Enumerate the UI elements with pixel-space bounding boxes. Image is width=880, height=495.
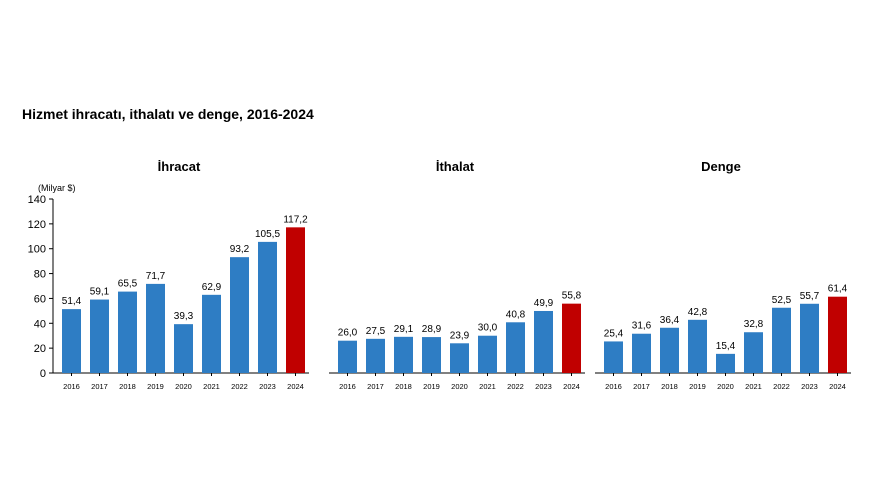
x-tick-label: 2019 [147,382,164,391]
x-tick-label: 2024 [287,382,304,391]
bar [394,336,413,373]
bar [632,333,651,373]
x-tick-label: 2016 [63,382,80,391]
y-tick-label: 40 [34,318,46,330]
x-tick-label: 2023 [259,382,276,391]
data-label: 36,4 [660,315,680,326]
bar [716,353,735,373]
x-tick-label: 2016 [605,382,622,391]
x-tick-label: 2022 [773,382,790,391]
bar [688,319,707,373]
data-label: 55,7 [800,291,820,302]
bar [800,303,819,373]
bar [286,227,305,373]
panel-title: İthalat [436,159,475,174]
x-tick-label: 2021 [479,382,496,391]
bar [478,335,497,373]
data-label: 62,9 [202,282,222,293]
data-label: 23,9 [450,330,470,341]
x-tick-label: 2022 [507,382,524,391]
x-tick-label: 2020 [451,382,468,391]
y-axis-unit: (Milyar $) [38,183,76,193]
panel-1: İhracat 0 20 40 60 80 100 120 140(Milyar $) 51,4 2… [28,159,309,391]
x-tick-label: 2021 [203,382,220,391]
data-label: 71,7 [146,271,166,282]
data-label: 25,4 [604,328,624,339]
panel-3: Denge 25,4 2016 31,6 2017 36,4 2018 42,8 2019 15,… [595,159,851,391]
x-tick-label: 2017 [633,382,650,391]
bar [230,257,249,373]
x-tick-label: 2024 [563,382,580,391]
bar [90,299,109,373]
data-label: 28,9 [422,324,442,335]
x-tick-label: 2024 [829,382,846,391]
bar [506,322,525,373]
bar [202,294,221,373]
bar [366,338,385,373]
data-label: 29,1 [394,324,414,335]
data-label: 40,8 [506,309,526,320]
data-label: 32,8 [744,319,764,330]
x-tick-label: 2023 [801,382,818,391]
bar [118,291,137,373]
x-tick-label: 2020 [175,382,192,391]
x-tick-label: 2016 [339,382,356,391]
y-tick-label: 0 [40,368,46,380]
chart-title: Hizmet ihracatı, ithalatı ve denge, 2016… [22,106,314,122]
data-label: 59,1 [90,287,110,298]
data-label: 61,4 [828,284,848,295]
y-tick-label: 80 [34,269,46,281]
bar [450,343,469,373]
bar [772,307,791,373]
bar [828,296,847,373]
x-tick-label: 2019 [689,382,706,391]
bar [174,324,193,373]
data-label: 39,3 [174,311,194,322]
x-tick-label: 2023 [535,382,552,391]
data-label: 52,5 [772,295,792,306]
data-label: 117,2 [283,214,308,225]
data-label: 31,6 [632,321,652,332]
data-label: 15,4 [716,341,736,352]
x-tick-label: 2021 [745,382,762,391]
bar [562,303,581,373]
x-tick-label: 2022 [231,382,248,391]
x-tick-label: 2018 [661,382,678,391]
data-label: 105,5 [255,229,280,240]
data-label: 55,8 [562,291,582,302]
y-tick-label: 140 [28,194,46,206]
data-label: 93,2 [230,244,250,255]
bar [258,241,277,373]
bar [660,327,679,373]
bar [744,332,763,373]
panel-2: İthalat 26,0 2016 27,5 2017 29,1 2018 28,9 2019 2… [329,159,585,391]
x-tick-label: 2020 [717,382,734,391]
x-tick-label: 2017 [91,382,108,391]
x-tick-label: 2019 [423,382,440,391]
x-tick-label: 2017 [367,382,384,391]
y-tick-label: 100 [28,244,46,256]
data-label: 27,5 [366,326,386,337]
y-tick-label: 60 [34,293,46,305]
panel-title: İhracat [158,159,201,174]
x-tick-label: 2018 [119,382,136,391]
bar [604,341,623,373]
data-label: 51,4 [62,296,82,307]
y-tick-label: 120 [28,219,46,231]
bar [338,340,357,373]
data-label: 49,9 [534,298,554,309]
x-tick-label: 2018 [395,382,412,391]
data-label: 26,0 [338,328,358,339]
data-label: 65,5 [118,279,138,290]
bar [534,310,553,373]
y-tick-label: 20 [34,343,46,355]
data-label: 30,0 [478,323,498,334]
bar [422,337,441,373]
panel-title: Denge [701,159,741,174]
bar [62,309,81,373]
bar [146,283,165,373]
data-label: 42,8 [688,307,708,318]
